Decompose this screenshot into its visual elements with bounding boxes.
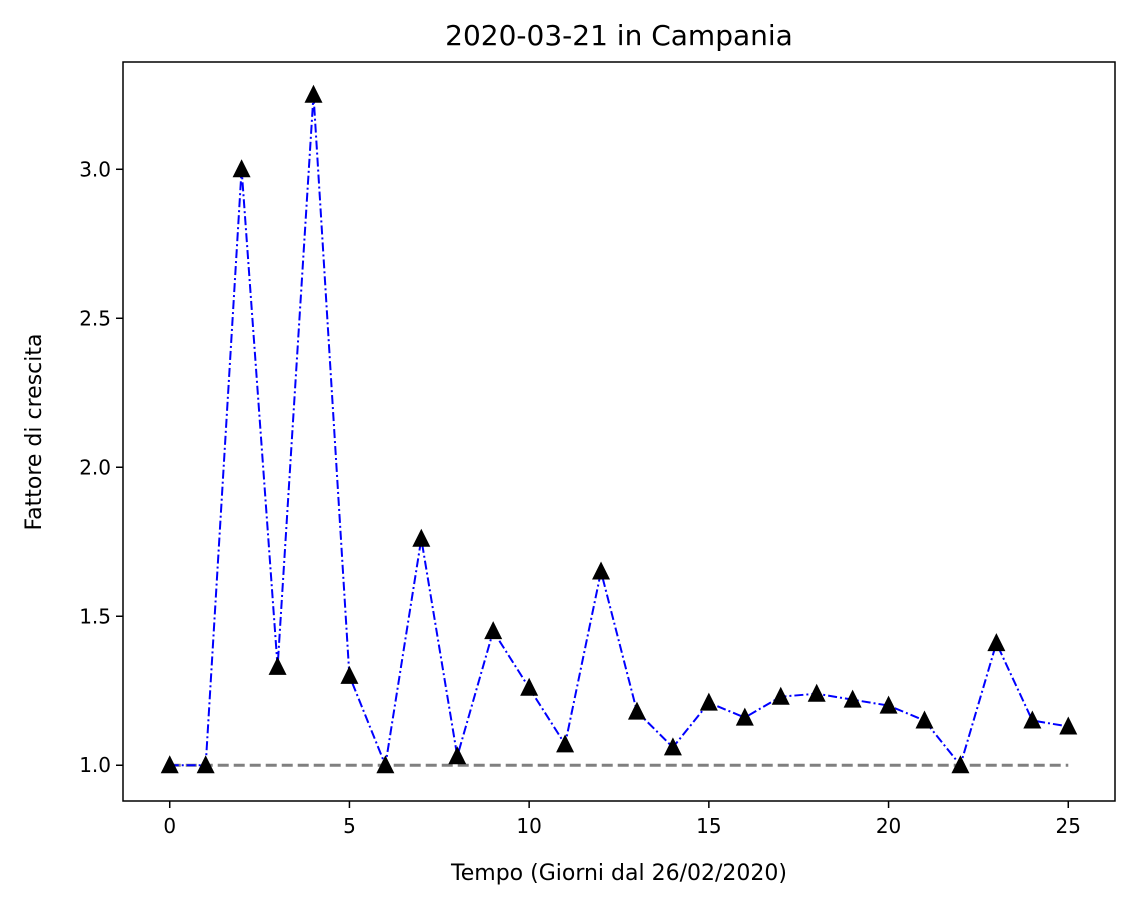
data-point-marker — [1059, 716, 1078, 735]
data-point-marker — [951, 755, 970, 774]
y-tick-label: 2.0 — [79, 455, 111, 479]
data-point-marker — [412, 528, 431, 547]
series-line — [169, 94, 1069, 769]
axes-frame — [122, 61, 1116, 802]
data-point-marker — [196, 755, 215, 774]
data-point-marker — [232, 159, 251, 178]
data-point-marker — [376, 755, 395, 774]
data-point-marker — [592, 561, 611, 580]
data-point-marker — [843, 689, 862, 708]
plot-area — [160, 84, 1078, 774]
data-point-marker — [987, 633, 1006, 652]
x-axis-label: Tempo (Giorni dal 26/02/2020) — [450, 861, 787, 886]
y-tick-label: 3.0 — [79, 157, 111, 181]
x-tick-label: 10 — [516, 814, 541, 838]
x-tick-label: 5 — [343, 814, 356, 838]
data-point-marker — [484, 621, 503, 640]
data-point-marker — [556, 734, 575, 753]
data-point-marker — [520, 677, 539, 696]
y-tick-label: 2.5 — [79, 306, 111, 330]
data-point-marker — [627, 701, 646, 720]
data-point-marker — [879, 695, 898, 714]
x-tick-label: 25 — [1056, 814, 1081, 838]
data-point-marker — [268, 656, 287, 675]
data-point-marker — [771, 686, 790, 705]
data-point-marker — [915, 710, 934, 729]
data-point-marker — [807, 683, 826, 702]
data-point-marker — [663, 737, 682, 756]
data-point-marker — [1023, 710, 1042, 729]
y-tick-label: 1.5 — [79, 604, 111, 628]
data-point-marker — [160, 755, 179, 774]
data-point-marker — [304, 84, 323, 103]
y-axis: 1.0 1.5 2.0 2.5 3.0 — [79, 157, 123, 777]
x-tick-label: 0 — [163, 814, 176, 838]
y-axis-label: Fattore di crescita — [22, 334, 47, 531]
x-tick-label: 15 — [696, 814, 721, 838]
chart-title: 2020-03-21 in Campania — [445, 19, 793, 52]
x-tick-label: 20 — [876, 814, 901, 838]
x-axis: 0 5 10 15 20 25 — [163, 801, 1081, 838]
data-point-marker — [735, 707, 754, 726]
data-point-marker — [699, 692, 718, 711]
y-tick-label: 1.0 — [79, 753, 111, 777]
data-point-marker — [448, 746, 467, 765]
data-point-marker — [340, 665, 359, 684]
